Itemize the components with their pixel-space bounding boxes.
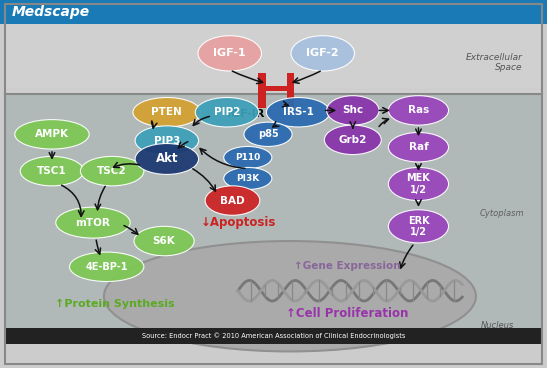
Ellipse shape: [324, 125, 381, 155]
Text: TSC2: TSC2: [97, 166, 127, 176]
Ellipse shape: [135, 144, 199, 174]
Text: IGF-2: IGF-2: [306, 48, 339, 59]
Ellipse shape: [244, 122, 292, 146]
FancyBboxPatch shape: [5, 328, 542, 344]
FancyBboxPatch shape: [287, 72, 294, 107]
Ellipse shape: [56, 207, 130, 238]
Text: Source: Endocr Pract © 2010 American Association of Clinical Endocrinologists: Source: Endocr Pract © 2010 American Ass…: [142, 333, 405, 339]
Text: P110: P110: [235, 153, 260, 162]
Text: S6K: S6K: [153, 236, 176, 246]
Ellipse shape: [133, 98, 201, 127]
Text: p85: p85: [258, 129, 278, 139]
Text: IRS-1: IRS-1: [283, 107, 313, 117]
Text: AMPK: AMPK: [35, 129, 69, 139]
Ellipse shape: [388, 167, 449, 201]
Text: ↑Gene Expression: ↑Gene Expression: [294, 261, 400, 271]
FancyBboxPatch shape: [5, 7, 542, 94]
Ellipse shape: [388, 132, 449, 162]
Ellipse shape: [69, 252, 144, 282]
Text: ↑Protein Synthesis: ↑Protein Synthesis: [55, 298, 174, 309]
Text: Grb2: Grb2: [339, 135, 367, 145]
Text: Shc: Shc: [342, 105, 363, 116]
Ellipse shape: [195, 98, 259, 127]
Ellipse shape: [134, 226, 194, 256]
Text: Cytoplasm: Cytoplasm: [479, 209, 524, 218]
Ellipse shape: [388, 96, 449, 125]
Ellipse shape: [20, 156, 84, 186]
Text: PIP3: PIP3: [154, 135, 180, 146]
Ellipse shape: [104, 241, 476, 351]
FancyBboxPatch shape: [5, 94, 542, 344]
Text: ERK
1/2: ERK 1/2: [408, 216, 429, 237]
Text: Raf: Raf: [409, 142, 428, 152]
Ellipse shape: [205, 186, 260, 215]
Text: ↓Apoptosis: ↓Apoptosis: [200, 216, 276, 229]
Text: MEK
1/2: MEK 1/2: [406, 173, 430, 195]
Text: 4E-BP-1: 4E-BP-1: [85, 262, 128, 272]
Text: PIP2: PIP2: [214, 107, 240, 117]
Ellipse shape: [266, 98, 330, 127]
Ellipse shape: [327, 96, 379, 125]
Text: ↑Cell Proliferation: ↑Cell Proliferation: [286, 307, 409, 320]
FancyBboxPatch shape: [259, 86, 293, 91]
Text: mTOR: mTOR: [75, 217, 110, 228]
Ellipse shape: [224, 167, 272, 190]
Ellipse shape: [135, 126, 199, 155]
Ellipse shape: [80, 156, 144, 186]
Text: PI3K: PI3K: [236, 174, 259, 183]
Ellipse shape: [224, 146, 272, 169]
Text: Akt: Akt: [155, 152, 178, 166]
FancyBboxPatch shape: [258, 72, 265, 107]
Ellipse shape: [198, 36, 261, 71]
Text: Ras: Ras: [408, 105, 429, 116]
Ellipse shape: [15, 120, 89, 149]
FancyBboxPatch shape: [0, 0, 547, 24]
Text: IGF-1: IGF-1: [213, 48, 246, 59]
Text: TSC1: TSC1: [37, 166, 67, 176]
Text: BAD: BAD: [220, 195, 245, 206]
Text: Nucleus: Nucleus: [481, 321, 514, 330]
Text: PTEN: PTEN: [152, 107, 182, 117]
Ellipse shape: [291, 36, 354, 71]
Text: Extracellular
Space: Extracellular Space: [465, 53, 522, 72]
Text: IGF-IR: IGF-IR: [228, 109, 265, 119]
Ellipse shape: [388, 210, 449, 243]
Text: Medscape: Medscape: [12, 5, 90, 19]
